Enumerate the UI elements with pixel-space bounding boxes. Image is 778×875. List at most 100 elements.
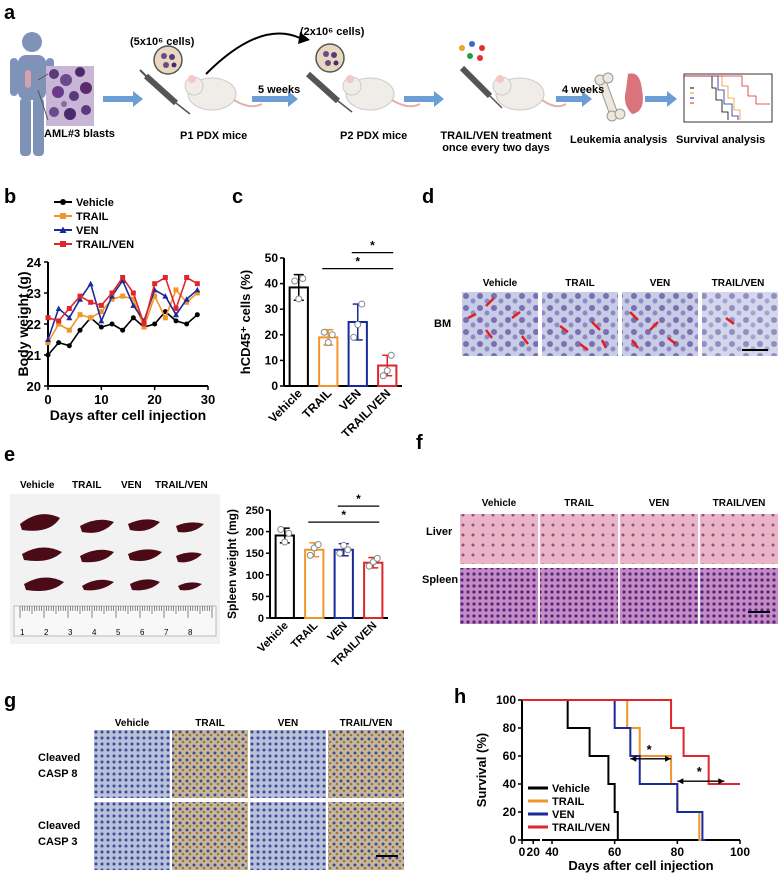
significance-label: *	[697, 764, 703, 779]
data-point	[120, 275, 126, 280]
legend-label: TRAIL	[76, 211, 109, 223]
arrow-head	[665, 755, 672, 762]
panel-label-h: h	[454, 686, 467, 708]
bm-image-vehicle	[462, 292, 538, 356]
data-point	[45, 315, 51, 321]
bm-panel: BM Vehicle TRAIL VEN TRAIL/VEN	[420, 186, 778, 356]
ihc-micrographs	[94, 730, 404, 870]
y-tick-label: 0	[509, 833, 516, 847]
histo-col-vehicle: Vehicle	[481, 498, 517, 509]
data-point	[55, 305, 62, 311]
panel-label-a: a	[4, 2, 16, 24]
ihc-row-casp8-line2: CASP 8	[38, 768, 78, 780]
x-tick-label: 20	[527, 845, 541, 859]
x-tick-label: 80	[671, 845, 685, 859]
data-point	[194, 281, 200, 287]
data-point	[56, 340, 62, 346]
data-point	[130, 296, 136, 302]
spleen-col-ven: VEN	[121, 480, 142, 491]
legend-label: VEN	[76, 225, 99, 237]
cells-label-1: (5x10⁶ cells)	[130, 36, 195, 48]
p1-label: P1 PDX mice	[180, 130, 248, 142]
legend-marker	[59, 226, 67, 233]
mini-survival-chart	[683, 73, 773, 123]
treatment-label: TRAIL/VEN treatment once every two days	[436, 130, 556, 154]
data-point	[354, 321, 362, 329]
data-point	[98, 324, 104, 330]
data-point	[77, 296, 83, 302]
bm-col-ven: VEN	[649, 278, 671, 289]
ihc-col-trailven: TRAIL/VEN	[339, 718, 393, 729]
panel-label-d: d	[422, 186, 435, 208]
legend-marker	[60, 241, 66, 247]
ruler-number: 4	[92, 628, 97, 637]
bm-row-label: BM	[434, 318, 452, 330]
ihc-col-vehicle: Vehicle	[114, 718, 150, 729]
y-tick-label: 100	[496, 693, 516, 707]
data-point	[336, 549, 344, 557]
data-point	[314, 541, 322, 549]
legend-label: Vehicle	[552, 783, 590, 795]
data-point	[383, 367, 391, 375]
y-tick-label: 40	[265, 277, 279, 291]
y-tick-label: 22	[27, 317, 41, 332]
data-point	[358, 300, 366, 308]
y-tick-label: 20	[503, 805, 517, 819]
bar-trail-ven	[363, 561, 384, 620]
data-point	[56, 321, 62, 327]
panel-label-b: b	[4, 186, 17, 208]
bm-image-ven	[622, 292, 698, 356]
bm-image-trail	[542, 292, 618, 356]
arrow-head	[677, 778, 684, 785]
x-tick-label: TRAIL	[299, 386, 334, 421]
x-tick-label: TRAIL	[289, 619, 321, 651]
survival-curve-ven	[522, 699, 706, 841]
data-point	[295, 295, 303, 303]
survival-analysis-label: Survival analysis	[676, 134, 766, 146]
data-point	[77, 293, 83, 299]
y-tick-label: 60	[503, 749, 517, 763]
significance-label: *	[356, 494, 361, 506]
data-point	[109, 290, 115, 296]
transplant-arrow	[205, 32, 301, 75]
y-tick-label: 24	[27, 255, 42, 270]
data-point	[194, 290, 200, 296]
histo-row-liver: Liver	[426, 526, 453, 538]
data-point	[184, 275, 190, 280]
data-point	[344, 546, 352, 554]
data-point	[98, 309, 104, 315]
panel-label-f: f	[416, 432, 423, 454]
y-axis-title: hCD45⁺ cells (%)	[238, 270, 253, 374]
x-axis-title: Days after cell injection	[50, 407, 206, 423]
x-tick-label: VEN	[325, 620, 350, 645]
y-tick-label: 23	[27, 286, 41, 301]
y-tick-label: 0	[258, 613, 264, 625]
data-point	[194, 286, 201, 293]
histo-row-spleen: Spleen	[422, 574, 459, 586]
y-tick-label: 150	[246, 548, 264, 560]
drug-syringe-icon	[459, 41, 503, 109]
data-point	[152, 281, 158, 287]
data-point	[45, 340, 51, 346]
legend-label: VEN	[552, 809, 575, 821]
data-point	[120, 327, 126, 333]
y-axis-title: Spleen weight (mg)	[225, 509, 239, 619]
bm-col-trailven: TRAIL/VEN	[711, 278, 765, 289]
data-point	[173, 287, 179, 293]
he-micrographs	[460, 514, 778, 624]
survival-curve-trail	[522, 699, 703, 841]
data-point	[365, 562, 373, 570]
data-point	[183, 296, 190, 302]
data-point	[130, 290, 136, 296]
mouse-icon	[342, 75, 421, 111]
x-tick-label: 0	[519, 845, 526, 859]
data-point	[379, 372, 387, 380]
y-tick-label: 30	[265, 302, 279, 316]
data-point	[184, 321, 190, 327]
data-point	[152, 321, 158, 327]
x-tick-label: 20	[147, 392, 161, 407]
histo-col-ven: VEN	[648, 498, 670, 509]
data-point	[350, 333, 358, 341]
ihc-row-casp3-line1: Cleaved	[38, 820, 81, 832]
